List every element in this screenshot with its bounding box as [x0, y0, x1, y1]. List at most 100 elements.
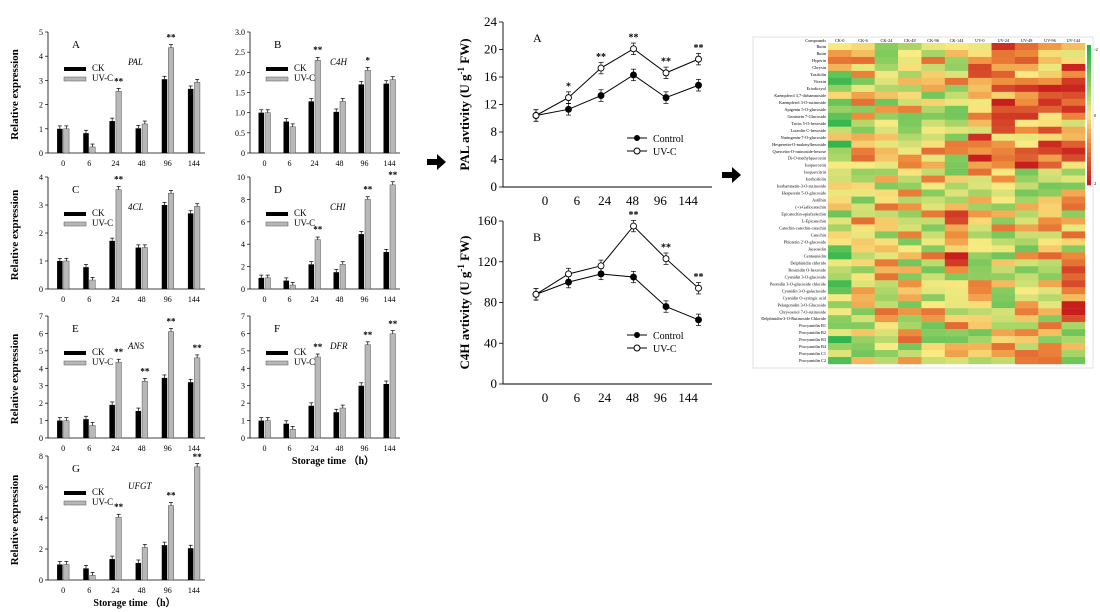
heatmap-cell: [1014, 301, 1039, 309]
heatmap-cell: [921, 154, 946, 162]
heatmap-cell: [1038, 189, 1062, 197]
heatmap-cell: [1014, 56, 1039, 65]
bar-ck: [161, 377, 168, 438]
bar-ck: [187, 213, 194, 289]
y-tick-label: 8: [39, 452, 43, 461]
x-tick-label: 144: [384, 159, 396, 168]
heatmap-cell: [1038, 308, 1062, 316]
heatmap-cell: [1061, 336, 1086, 344]
legend-swatch-uvc: [63, 221, 87, 227]
y-axis-label: Relative expression: [9, 190, 21, 281]
row-label: Procyanidin B1: [799, 323, 826, 328]
heatmap-cell: [828, 140, 852, 148]
row-label: Catechin-catechin-catechin: [779, 226, 827, 231]
heatmap-cell: [851, 49, 875, 58]
heatmap-cell: [898, 154, 922, 162]
heatmap-cell: [851, 245, 875, 253]
row-label: L-Epicatechin: [802, 219, 827, 224]
heatmap-cell: [1038, 203, 1062, 211]
heatmap-cell: [968, 105, 992, 113]
x-tick-label: 24: [311, 159, 319, 168]
heatmap-cell: [1038, 231, 1062, 239]
heatmap-cell: [1014, 329, 1039, 337]
bar-panel-b: 0 0.5 1.0 1.5 2.0 2.5 3.0 0 6 24 ** 48 96 * 144 B C4H CKU…: [235, 28, 400, 168]
panel-letter: E: [72, 323, 79, 335]
row-label: Pelargonidin 3-O-Glucoside: [778, 302, 827, 307]
heatmap-cell: [921, 168, 946, 176]
legend-swatch-uvc: [265, 221, 289, 227]
y-tick-label: 2: [39, 399, 43, 408]
heatmap-cell: [1014, 43, 1039, 51]
x-tick-label: 6: [87, 444, 91, 453]
bar-uvc: [141, 381, 148, 439]
heatmap-cell: [874, 49, 899, 58]
x-tick-label: 96: [361, 444, 369, 453]
column-label: CK-96: [927, 38, 940, 43]
point-uvc: [532, 290, 540, 298]
heatmap-cell: [851, 210, 875, 218]
panel-letter: B: [533, 230, 541, 244]
heatmap-cell: [968, 98, 992, 107]
heatmap-cell: [1014, 133, 1039, 141]
heatmap-cell: [828, 266, 852, 274]
bar-uvc: [63, 260, 70, 290]
heatmap-cell: [1038, 329, 1062, 337]
y-tick-label: 4: [39, 364, 43, 373]
heatmap-cell: [944, 273, 969, 281]
heatmap-cell: [898, 105, 922, 113]
heatmap-cell: [921, 189, 946, 197]
significance-mark: **: [114, 175, 124, 185]
heatmap-cell: [898, 336, 922, 344]
x-tick-label: 96: [654, 390, 668, 405]
y-tick-label: 0: [39, 576, 43, 585]
heatmap-cell: [921, 43, 946, 51]
heatmap-cell: [851, 63, 875, 72]
bar-uvc: [115, 189, 122, 290]
heatmap-cell: [991, 91, 1016, 100]
x-tick-label: 24: [598, 390, 612, 405]
heatmap-cell: [944, 154, 969, 162]
heatmap-cell: [944, 350, 969, 358]
bar-ck: [308, 101, 314, 153]
heatmap-cell: [1014, 266, 1039, 274]
panel-letter: B: [274, 39, 281, 51]
heatmap-cell: [1014, 238, 1039, 246]
heatmap-cell: [921, 98, 946, 107]
heatmap-cell: [991, 147, 1016, 155]
heatmap-cell: [1061, 210, 1086, 218]
x-tick-label: 0: [61, 444, 65, 453]
heatmap-cell: [1038, 168, 1062, 176]
significance-mark: **: [193, 343, 203, 353]
heatmap-cell: [874, 147, 899, 155]
heatmap-cell: [1061, 280, 1086, 288]
legend-marker-control: [634, 332, 640, 338]
heatmap-cell: [1061, 259, 1086, 267]
heatmap-cell: [851, 161, 875, 169]
heatmap-cell: [851, 196, 875, 204]
heatmap-cell: [921, 315, 946, 323]
heatmap-cell: [828, 350, 852, 358]
heatmap-cell: [991, 245, 1016, 253]
heatmap-cell: [1038, 259, 1062, 267]
heatmap-cell: [874, 322, 899, 330]
row-label: Isoquercitrin: [804, 170, 827, 175]
heatmap-cell: [828, 210, 852, 218]
bar-ck: [308, 264, 314, 289]
bar-ck: [109, 404, 115, 438]
color-scale-segment: [1087, 54, 1091, 60]
color-scale-segment: [1087, 105, 1091, 111]
heatmap-cell: [944, 49, 969, 58]
heatmap-cell: [1061, 203, 1086, 211]
heatmap-cell: [991, 196, 1016, 204]
heatmap-cell: [1038, 238, 1062, 246]
column-label: CK-48: [904, 38, 916, 43]
heatmap-cell: [1014, 273, 1039, 281]
heatmap-cell: [828, 315, 852, 323]
series-line: [535, 273, 699, 321]
heatmap-cell: [921, 203, 946, 211]
heatmap-cell: [874, 112, 899, 120]
heatmap-cell: [898, 266, 922, 274]
heatmap-cell: [898, 329, 922, 337]
